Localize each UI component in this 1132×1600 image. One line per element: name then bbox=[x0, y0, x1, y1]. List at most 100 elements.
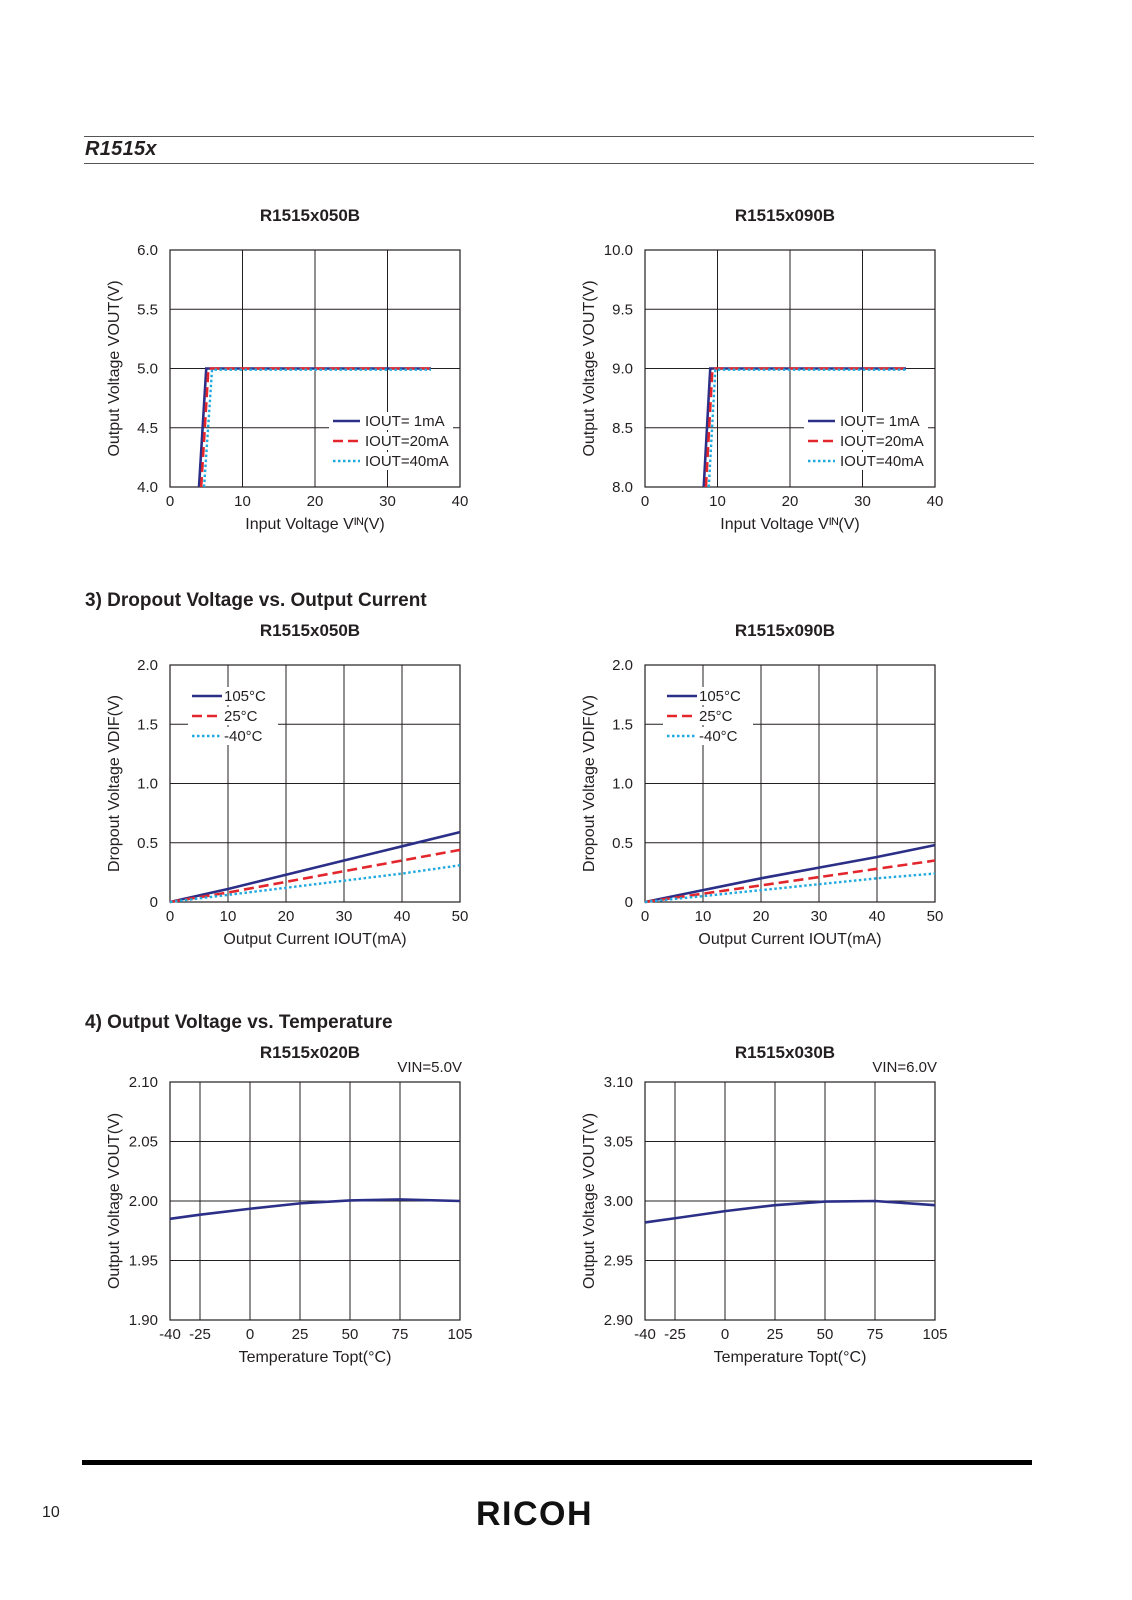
x-tick-label: 0 bbox=[166, 908, 174, 925]
chart-condition-note: VIN=5.0V bbox=[397, 1059, 462, 1076]
ricoh-logo: RICOH bbox=[476, 1495, 594, 1533]
x-axis-label: Input Voltage Vᴵᴺ(V) bbox=[245, 516, 384, 533]
y-tick-label: 0 bbox=[150, 894, 158, 911]
x-tick-label: 20 bbox=[307, 493, 324, 510]
x-tick-label: 40 bbox=[452, 493, 469, 510]
y-tick-label: 2.05 bbox=[129, 1134, 158, 1151]
chart-temperature-030b: R1515x030B VIN=6.0V -40 -25 0 25 50 75 105 2.90 2.… bbox=[575, 1042, 975, 1412]
chart-svg: R1515x030B VIN=6.0V -40 -25 0 25 50 75 105 2.90 2.… bbox=[581, 1043, 948, 1366]
x-tick-label: 10 bbox=[695, 908, 712, 925]
x-tick-label: 25 bbox=[767, 1326, 784, 1343]
section-heading-dropout: 3) Dropout Voltage vs. Output Current bbox=[85, 590, 427, 611]
x-tick-label: 10 bbox=[234, 493, 251, 510]
x-tick-label: 40 bbox=[394, 908, 411, 925]
legend-bg bbox=[188, 687, 278, 705]
legend-label: IOUT=20mA bbox=[840, 433, 924, 450]
y-tick-label: 2.00 bbox=[129, 1193, 158, 1210]
x-tick-label: 75 bbox=[392, 1326, 409, 1343]
legend-bg bbox=[804, 432, 928, 450]
series-line bbox=[169, 864, 461, 904]
x-tick-label: 40 bbox=[927, 493, 944, 510]
document-title: R1515x bbox=[85, 138, 157, 160]
y-tick-label: 0.5 bbox=[137, 835, 158, 852]
x-axis-label: Temperature Topt(°C) bbox=[239, 1349, 392, 1366]
chart-title: R1515x050B bbox=[260, 621, 360, 640]
x-tick-label: 10 bbox=[220, 908, 237, 925]
series-line bbox=[169, 848, 461, 904]
chart-svg: R1515x090B 0 10 20 30 40 8.0 8.5 9.0 9.5 10.0 Input… bbox=[581, 206, 944, 533]
series-line bbox=[169, 1198, 461, 1221]
x-tick-label: 0 bbox=[641, 908, 649, 925]
x-tick-label: -40 bbox=[634, 1326, 656, 1343]
chart-title: R1515x020B bbox=[260, 1043, 360, 1062]
y-tick-label: 1.5 bbox=[137, 716, 158, 733]
x-tick-label: 30 bbox=[336, 908, 353, 925]
legend-label: -40°C bbox=[699, 728, 738, 745]
x-tick-label: 75 bbox=[867, 1326, 884, 1343]
page-number: 10 bbox=[42, 1504, 60, 1521]
y-axis-label: Dropout Voltage VDIF(V) bbox=[581, 695, 598, 872]
legend-label: 105°C bbox=[699, 688, 741, 705]
chart-svg: R1515x050B 0 10 20 30 40 50 0 0.5 1.0 1.5 2.0 Output… bbox=[106, 621, 468, 948]
plot-frame bbox=[169, 664, 461, 903]
header-rule-bottom bbox=[84, 163, 1034, 164]
y-tick-label: 0.5 bbox=[612, 835, 633, 852]
chart-title: R1515x090B bbox=[735, 206, 835, 225]
chart-svg: R1515x050B 0 10 20 30 40 4.0 4.5 5.0 5.5 6.0 Input … bbox=[106, 206, 469, 533]
legend-bg bbox=[188, 707, 278, 725]
x-tick-label: 105 bbox=[447, 1326, 472, 1343]
series-line bbox=[707, 368, 906, 488]
x-tick-label: 105 bbox=[922, 1326, 947, 1343]
section-heading-temperature: 4) Output Voltage vs. Temperature bbox=[85, 1012, 393, 1033]
y-tick-label: 2.95 bbox=[604, 1253, 633, 1270]
x-tick-label: -40 bbox=[159, 1326, 181, 1343]
chart-condition-note: VIN=6.0V bbox=[872, 1059, 937, 1076]
x-tick-label: 10 bbox=[709, 493, 726, 510]
chart-vout-vin-090b: R1515x090B 0 10 20 30 40 8.0 8.5 9.0 9.5 10.0 Input… bbox=[575, 205, 975, 560]
plot-frame bbox=[169, 249, 461, 488]
y-tick-label: 2.0 bbox=[137, 657, 158, 674]
legend-label: IOUT= 1mA bbox=[365, 413, 445, 430]
x-tick-label: 0 bbox=[246, 1326, 254, 1343]
x-axis-label: Output Current IOUT(mA) bbox=[223, 931, 406, 948]
chart-vout-vin-050b: R1515x050B 0 10 20 30 40 4.0 4.5 5.0 5.5 6.0 Input … bbox=[100, 205, 500, 560]
chart-title: R1515x050B bbox=[260, 206, 360, 225]
series-line bbox=[644, 872, 936, 904]
y-axis-label: Output Voltage VOUT(V) bbox=[106, 1113, 123, 1289]
legend-bg bbox=[329, 432, 453, 450]
y-tick-label: 9.5 bbox=[612, 301, 633, 318]
x-tick-label: 0 bbox=[166, 493, 174, 510]
y-tick-label: 3.05 bbox=[604, 1134, 633, 1151]
x-tick-label: 50 bbox=[817, 1326, 834, 1343]
series-line bbox=[644, 843, 936, 904]
legend-bg bbox=[804, 452, 928, 470]
y-tick-label: 4.5 bbox=[137, 420, 158, 437]
legend-label: -40°C bbox=[224, 728, 263, 745]
legend-label: IOUT=20mA bbox=[365, 433, 449, 450]
y-tick-label: 3.10 bbox=[604, 1074, 633, 1091]
header-rule-top bbox=[84, 136, 1034, 137]
x-axis-label: Output Current IOUT(mA) bbox=[698, 931, 881, 948]
legend-bg bbox=[329, 452, 453, 470]
y-tick-label: 6.0 bbox=[137, 242, 158, 259]
y-tick-label: 4.0 bbox=[137, 479, 158, 496]
legend-bg bbox=[663, 687, 753, 705]
x-tick-label: -25 bbox=[189, 1326, 211, 1343]
x-tick-label: 20 bbox=[782, 493, 799, 510]
chart-svg: R1515x020B VIN=5.0V -40 -25 0 25 50 75 105 1.90 1.… bbox=[106, 1043, 473, 1366]
y-tick-label: 8.0 bbox=[612, 479, 633, 496]
footer-rule bbox=[82, 1460, 1032, 1465]
y-tick-label: 0 bbox=[625, 894, 633, 911]
x-tick-label: 20 bbox=[278, 908, 295, 925]
legend-bg bbox=[663, 727, 753, 745]
legend-label: IOUT= 1mA bbox=[840, 413, 920, 430]
chart-dropout-050b: R1515x050B 0 10 20 30 40 50 0 0.5 1.0 1.5 2.0 Output… bbox=[100, 620, 500, 975]
legend-label: IOUT=40mA bbox=[365, 453, 449, 470]
chart-title: R1515x090B bbox=[735, 621, 835, 640]
y-tick-label: 1.0 bbox=[137, 776, 158, 793]
series-line bbox=[169, 830, 461, 904]
chart-dropout-090b: R1515x090B 0 10 20 30 40 50 0 0.5 1.0 1.5 2.0 Output… bbox=[575, 620, 975, 975]
legend-label: 105°C bbox=[224, 688, 266, 705]
y-tick-label: 9.0 bbox=[612, 361, 633, 378]
chart-svg: R1515x090B 0 10 20 30 40 50 0 0.5 1.0 1.5 2.0 Output… bbox=[581, 621, 943, 948]
